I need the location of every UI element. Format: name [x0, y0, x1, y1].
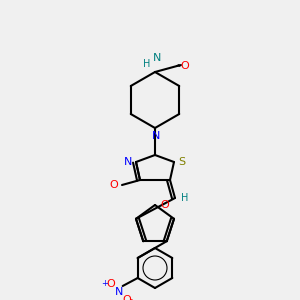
Text: O: O [122, 295, 131, 300]
Text: S: S [178, 157, 186, 167]
Text: N: N [124, 157, 132, 167]
Text: H: H [181, 193, 189, 203]
Text: O: O [106, 279, 115, 289]
Text: +: + [101, 280, 108, 289]
Text: N: N [115, 287, 123, 297]
Text: N: N [152, 131, 160, 141]
Text: O: O [160, 200, 169, 210]
Text: N: N [153, 53, 161, 63]
Text: H: H [143, 59, 151, 69]
Text: -: - [129, 296, 132, 300]
Text: O: O [181, 61, 189, 71]
Text: O: O [110, 180, 118, 190]
